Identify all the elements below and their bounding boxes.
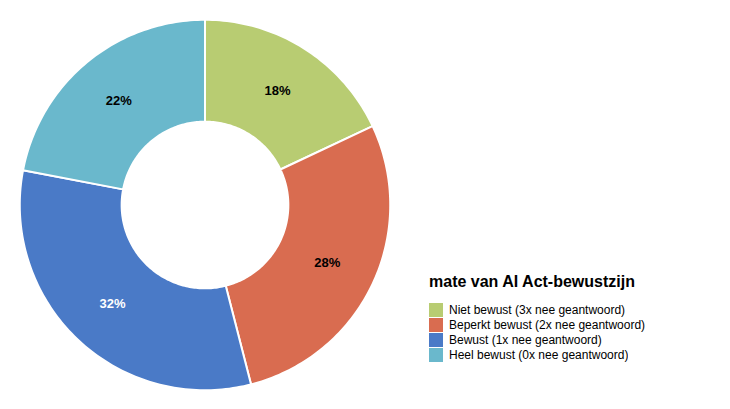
svg-text:28%: 28% <box>314 255 340 270</box>
html-text:Niet bewust (3x nee geantwoord: Niet bewust (3x nee geantwoord) <box>449 303 626 317</box>
svg-text:32%: 32% <box>99 296 125 311</box>
html-text:mate van AI Act-bewustzijn: mate van AI Act-bewustzijn <box>429 273 635 290</box>
html-text:Bewust (1x nee geantwoord): Bewust (1x nee geantwoord) <box>449 333 602 347</box>
html-text:Heel bewust (0x nee geantwoord: Heel bewust (0x nee geantwoord) <box>449 348 629 362</box>
svg-text:18%: 18% <box>264 83 290 98</box>
svg-text:22%: 22% <box>106 93 132 108</box>
html-text:Beperkt bewust (2x nee geantwo: Beperkt bewust (2x nee geantwoord) <box>449 318 646 332</box>
